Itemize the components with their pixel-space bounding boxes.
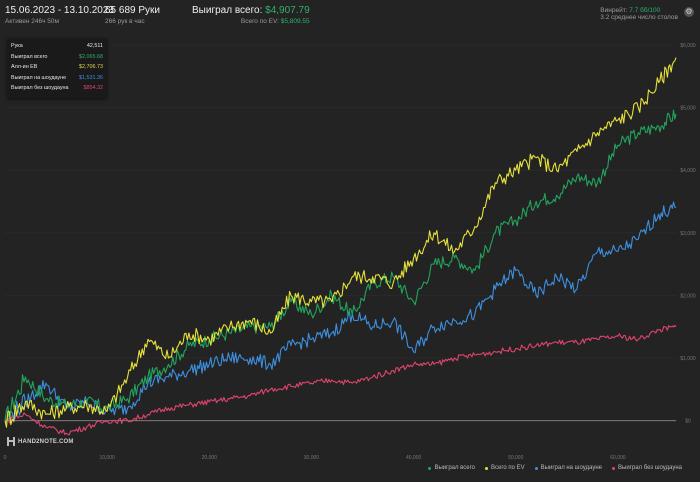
x-tick-label: 10,000 bbox=[99, 455, 115, 461]
y-tick-label: $3,000 bbox=[680, 231, 696, 237]
y-tick-label: $0 bbox=[685, 419, 691, 425]
hover-tooltip: Рука 42,511 Выиграл всего $2,065.68 Алл-… bbox=[7, 38, 107, 98]
y-tick-label: $6,000 bbox=[680, 43, 696, 49]
active-time: Активен 246ч 50м bbox=[5, 18, 59, 25]
tooltip-row-allin-ev: Алл-ин EB $2,706.73 bbox=[11, 64, 103, 70]
won-block: Выиграл всего: $4,907.79 Всего по EV: $5… bbox=[192, 5, 310, 25]
series-group bbox=[4, 57, 677, 436]
winrate: Винрейт: 7.7 бб/100 bbox=[600, 7, 678, 14]
legend-item-ev[interactable]: Всего по EV bbox=[485, 465, 525, 471]
x-tick-label: 60,000 bbox=[610, 455, 626, 461]
logo-icon bbox=[7, 437, 15, 446]
legend-item-no-showdown[interactable]: Выиграл без шоудауна bbox=[612, 465, 682, 471]
ev-value: $5,809.55 bbox=[280, 18, 310, 25]
ev-label: Всего по EV: bbox=[240, 18, 279, 25]
won-label: Выиграл всего: bbox=[192, 5, 263, 16]
y-tick-label: $1,000 bbox=[680, 356, 696, 362]
tooltip-row-showdown: Выиграл на шоудауне $1,531.36 bbox=[11, 74, 103, 81]
legend-dot-icon bbox=[534, 466, 538, 470]
series-ev-line bbox=[4, 57, 677, 428]
x-tick-label: 20,000 bbox=[202, 455, 218, 461]
y-tick-label: $5,000 bbox=[680, 106, 696, 112]
series-showdown-line bbox=[4, 201, 677, 423]
tooltip-row-total: Выиграл всего $2,065.68 bbox=[11, 53, 103, 60]
x-tick-label: 50,000 bbox=[508, 455, 524, 461]
won-total: Выиграл всего: $4,907.79 bbox=[192, 5, 310, 16]
legend-dot-icon bbox=[485, 466, 489, 470]
legend: Выиграл всего Всего по EV Выиграл на шоу… bbox=[428, 465, 682, 471]
date-range[interactable]: 15.06.2023 - 13.10.2023 bbox=[5, 5, 114, 16]
hands-block: 65 689 Руки 266 рук в час bbox=[105, 5, 160, 25]
header: 15.06.2023 - 13.10.2023 Активен 246ч 50м… bbox=[0, 0, 700, 30]
y-tick-labels: $0 $1,000 $2,000 $3,000 $4,000 $5,000 $6,000 bbox=[680, 43, 696, 425]
grid bbox=[5, 44, 676, 422]
winrate-value: 7.7 бб/100 bbox=[629, 7, 661, 14]
x-tick-label: 40,000 bbox=[406, 455, 422, 461]
ev-total: Всего по EV: $5,809.55 bbox=[192, 18, 310, 25]
avg-tables: 3.2 среднее число столов bbox=[600, 14, 678, 21]
winrate-block: Винрейт: 7.7 бб/100 3.2 среднее число ст… bbox=[600, 7, 678, 21]
settings-icon[interactable]: ⚙ bbox=[684, 7, 694, 17]
legend-item-total[interactable]: Выиграл всего bbox=[428, 465, 475, 471]
hands-per-hour: 266 рук в час bbox=[105, 18, 145, 25]
series-no-showdown-line bbox=[4, 324, 677, 436]
x-tick-label: 0 bbox=[4, 455, 7, 461]
logo-text: HAND2NOTE.COM bbox=[18, 438, 74, 445]
logo: HAND2NOTE.COM bbox=[7, 437, 74, 446]
hands-count: 65 689 Руки bbox=[105, 5, 160, 16]
series-total-line bbox=[4, 109, 677, 421]
x-tick-labels: 0 10,000 20,000 30,000 40,000 50,000 60,000 bbox=[4, 455, 626, 461]
legend-dot-icon bbox=[428, 466, 432, 470]
legend-dot-icon bbox=[612, 466, 615, 470]
tooltip-row-hand: Рука 42,511 bbox=[11, 43, 103, 49]
date-block: 15.06.2023 - 13.10.2023 Активен 246ч 50м bbox=[5, 5, 114, 25]
x-tick-label: 30,000 bbox=[304, 455, 320, 461]
y-tick-label: $2,000 bbox=[680, 293, 696, 299]
tooltip-row-no-showdown: Выиграл без шоудауна $854.32 bbox=[11, 85, 103, 91]
winrate-label: Винрейт: bbox=[600, 7, 628, 14]
y-tick-label: $4,000 bbox=[680, 168, 696, 174]
won-value: $4,907.79 bbox=[265, 5, 310, 16]
legend-item-showdown[interactable]: Выиграл на шоудауне bbox=[534, 465, 602, 471]
